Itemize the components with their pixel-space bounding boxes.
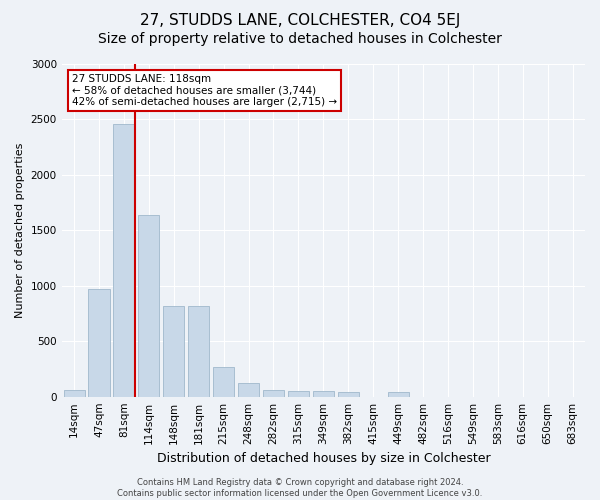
Bar	[213, 366, 234, 396]
Bar	[64, 390, 85, 396]
Bar	[388, 392, 409, 396]
Text: Size of property relative to detached houses in Colchester: Size of property relative to detached ho…	[98, 32, 502, 46]
Bar	[188, 306, 209, 396]
Bar	[238, 384, 259, 396]
Bar	[138, 215, 160, 396]
Text: 27 STUDDS LANE: 118sqm
← 58% of detached houses are smaller (3,744)
42% of semi-: 27 STUDDS LANE: 118sqm ← 58% of detached…	[72, 74, 337, 107]
Bar	[288, 390, 309, 396]
Bar	[263, 390, 284, 396]
Text: 27, STUDDS LANE, COLCHESTER, CO4 5EJ: 27, STUDDS LANE, COLCHESTER, CO4 5EJ	[140, 12, 460, 28]
Text: Contains HM Land Registry data © Crown copyright and database right 2024.
Contai: Contains HM Land Registry data © Crown c…	[118, 478, 482, 498]
Bar	[163, 306, 184, 396]
Y-axis label: Number of detached properties: Number of detached properties	[15, 142, 25, 318]
Bar	[113, 124, 134, 396]
X-axis label: Distribution of detached houses by size in Colchester: Distribution of detached houses by size …	[157, 452, 490, 465]
Bar	[313, 391, 334, 396]
Bar	[88, 289, 110, 397]
Bar	[338, 392, 359, 396]
